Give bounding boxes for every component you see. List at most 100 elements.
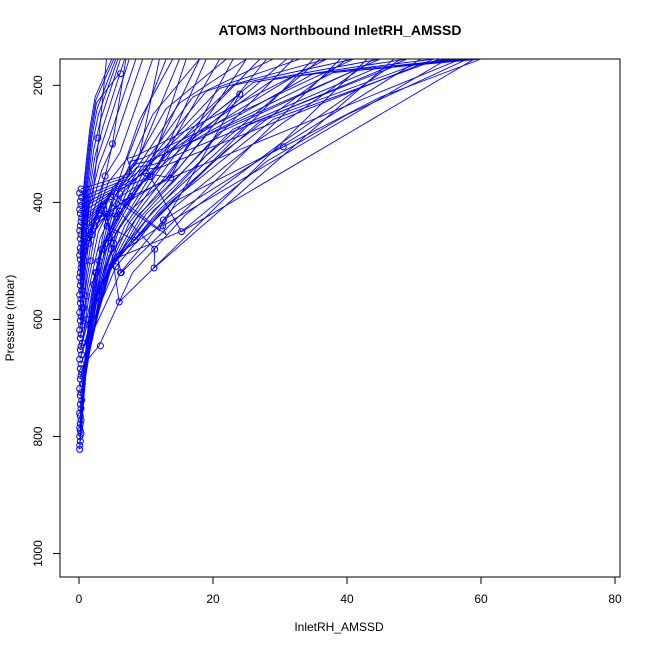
data-point: [178, 228, 186, 236]
data-point: [76, 299, 84, 307]
data-point: [77, 389, 85, 397]
data-point: [76, 420, 84, 428]
data-point: [117, 269, 125, 277]
series-line: [80, 59, 475, 233]
x-tick-label: 60: [474, 592, 488, 606]
marker-layer: [76, 70, 287, 453]
series-line: [80, 59, 461, 409]
data-point: [88, 231, 96, 239]
series-line: [80, 59, 435, 206]
data-point: [92, 269, 100, 277]
series-line: [79, 59, 154, 321]
series-line: [80, 59, 144, 317]
data-point: [76, 291, 84, 299]
data-point: [109, 140, 116, 148]
data-point: [78, 214, 86, 222]
series-line: [79, 59, 401, 369]
data-point: [76, 282, 84, 290]
data-point: [117, 70, 125, 78]
data-point: [76, 205, 84, 213]
series-line: [80, 59, 267, 347]
data-point: [159, 222, 167, 230]
data-point: [81, 209, 89, 217]
data-point: [76, 400, 84, 408]
y-tick-label: 600: [31, 309, 45, 329]
data-point: [112, 263, 120, 271]
series-line: [79, 59, 368, 303]
data-point: [82, 292, 90, 300]
data-point: [76, 441, 84, 449]
data-point: [95, 257, 103, 265]
data-point: [151, 245, 159, 253]
data-point: [81, 257, 89, 265]
data-point: [77, 295, 85, 303]
y-axis: 1000 800 600 400 200: [31, 75, 61, 567]
x-tick-label: 20: [206, 592, 220, 606]
y-tick-label: 200: [31, 75, 45, 95]
data-point: [116, 190, 124, 198]
data-point: [77, 404, 85, 412]
data-point: [76, 256, 84, 264]
series-line: [80, 59, 468, 376]
data-point: [78, 380, 86, 388]
data-point: [96, 342, 104, 350]
data-point: [77, 248, 85, 256]
data-point: [236, 90, 244, 98]
data-point: [101, 172, 109, 180]
data-point: [76, 326, 84, 334]
y-tick-label: 1000: [31, 540, 45, 567]
data-point: [76, 355, 84, 363]
series-line: [81, 59, 448, 236]
data-point: [95, 209, 103, 217]
data-point: [131, 236, 139, 244]
data-point: [85, 239, 93, 247]
y-tick-label: 400: [31, 192, 45, 212]
data-point: [76, 365, 84, 373]
data-point: [78, 321, 86, 329]
data-point: [106, 193, 114, 201]
series-line: [80, 59, 408, 202]
data-point: [76, 222, 84, 230]
data-point: [78, 351, 86, 359]
data-point: [150, 264, 158, 272]
x-tick-label: 80: [608, 592, 622, 606]
series-layer: [79, 59, 482, 450]
data-point: [76, 334, 84, 342]
data-point: [77, 360, 85, 368]
series-line: [79, 59, 448, 389]
data-point: [107, 245, 115, 253]
series-line: [80, 59, 381, 421]
data-point: [109, 231, 116, 239]
data-point: [77, 231, 85, 239]
data-point: [83, 315, 91, 323]
data-point: [76, 427, 84, 435]
series-line: [79, 59, 180, 331]
data-point: [76, 210, 84, 218]
series-line: [79, 59, 468, 396]
data-point: [76, 424, 84, 432]
data-point: [77, 342, 85, 350]
data-point: [76, 189, 84, 197]
data-point: [94, 134, 102, 142]
data-point: [76, 409, 84, 417]
data-point: [99, 202, 107, 210]
data-point: [77, 330, 85, 338]
data-point: [76, 412, 84, 420]
data-point: [76, 226, 84, 234]
series-line: [81, 59, 247, 343]
data-point: [127, 193, 135, 201]
data-point: [77, 416, 85, 424]
data-point: [76, 317, 84, 325]
data-point: [84, 339, 92, 347]
series-line: [81, 59, 321, 355]
data-point: [115, 207, 123, 215]
data-point: [76, 308, 84, 316]
data-point: [90, 222, 98, 230]
series-line: [79, 59, 221, 339]
data-point: [76, 392, 84, 400]
data-point: [76, 437, 84, 445]
data-point: [76, 251, 84, 259]
x-axis-label: InletRH_AMSSD: [294, 620, 384, 634]
data-point: [76, 197, 84, 205]
data-point: [103, 222, 111, 230]
